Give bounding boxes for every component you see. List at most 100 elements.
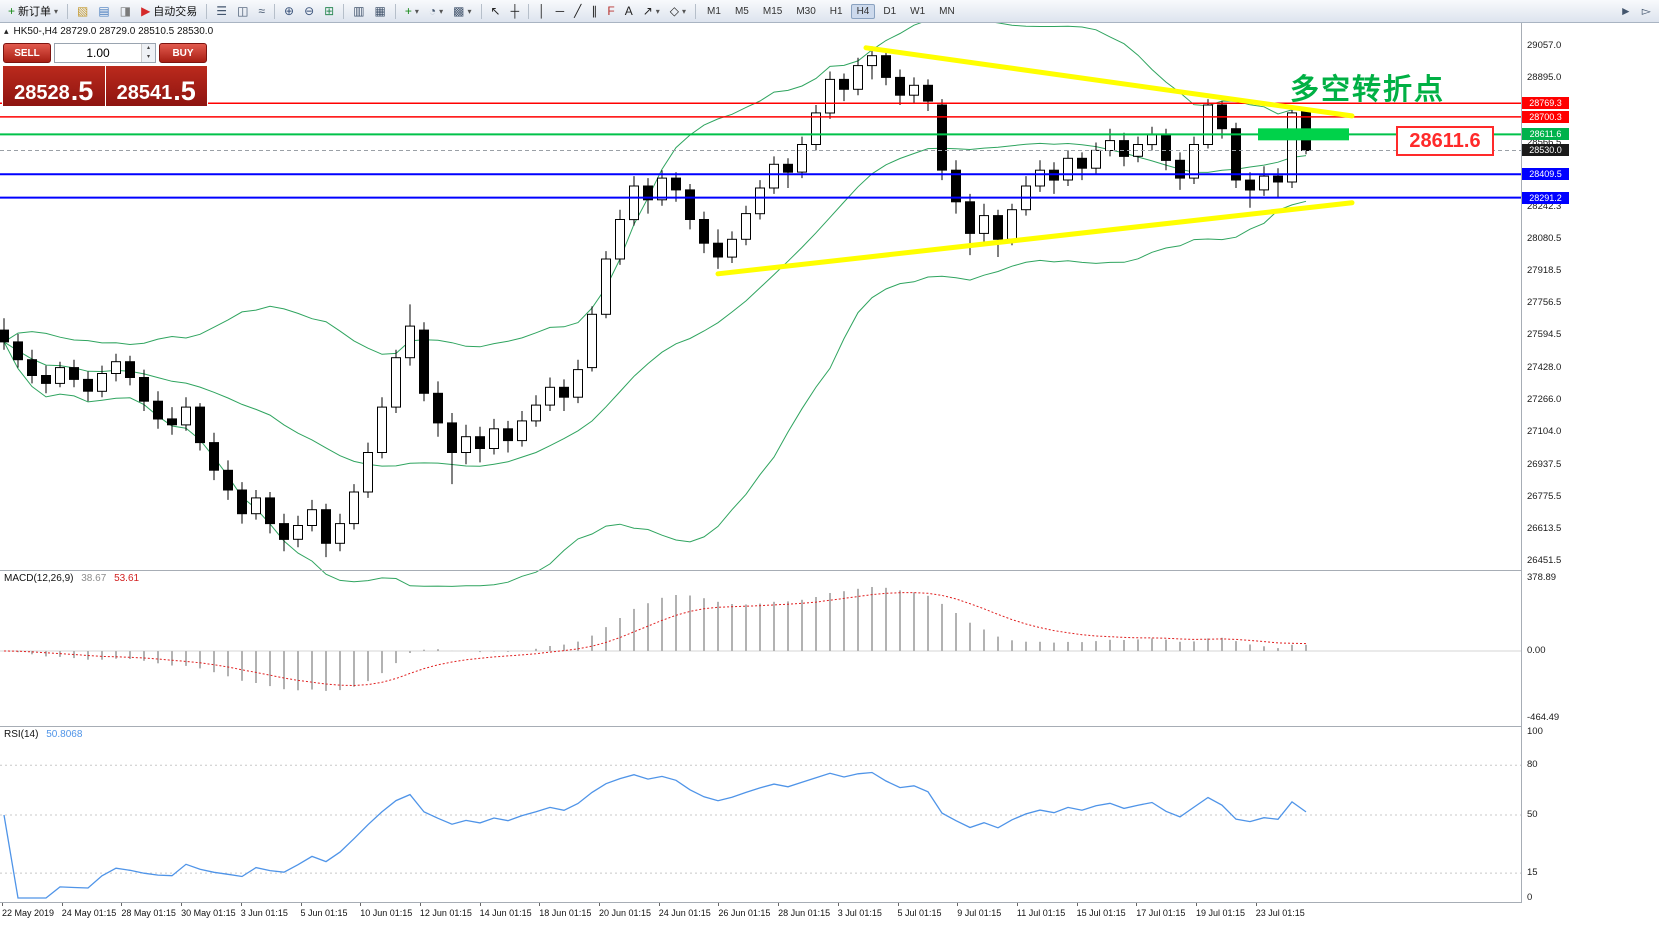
volume-down-icon[interactable]: ▾ <box>142 53 155 62</box>
price-axis[interactable]: 29057.0 28895.0 28566.5 28242.3 28080.5 27918… <box>1522 0 1659 948</box>
arrows-icon: ↗ <box>642 4 653 18</box>
profiles-icon: ▧ <box>77 4 89 18</box>
price-axis-label: 28566.5 <box>1527 137 1562 149</box>
tile-windows-icon[interactable]: ⊞ <box>320 1 338 21</box>
fibonacci-icon: F <box>607 4 615 18</box>
time-axis[interactable]: 22 May 2019 24 May 01:15 28 May 01:15 30 Ma… <box>0 903 1522 924</box>
channel-icon[interactable]: ∥ <box>587 1 601 21</box>
candlestick-chart-icon[interactable]: ◫ <box>233 1 252 21</box>
time-label: 17 Jul 01:15 <box>1136 908 1186 918</box>
tile-windows-icon: ⊞ <box>324 4 335 18</box>
bar-chart-icon[interactable]: ☰ <box>212 1 231 21</box>
sell-button[interactable]: SELL <box>3 43 51 63</box>
line-chart-icon[interactable]: ≈ <box>254 1 269 21</box>
cursor-icon: ↖ <box>490 4 501 18</box>
price-axis-label: 29057.0 <box>1527 40 1562 52</box>
time-label: 26 Jun 01:15 <box>718 908 771 918</box>
text-icon: A <box>624 4 633 18</box>
time-label: 18 Jun 01:15 <box>539 908 592 918</box>
data-window-icon[interactable]: ◨ <box>116 1 135 21</box>
shapes-icon[interactable]: ◇ ▾ <box>666 1 690 21</box>
price-tag[interactable]: 28700.3 <box>1522 110 1569 123</box>
period-selector-icon: ◔ <box>428 4 437 18</box>
volume-up-icon[interactable]: ▴ <box>142 44 155 53</box>
horizontal-line-icon[interactable]: ─ <box>552 1 569 21</box>
horizontal-line-icon: ─ <box>555 4 565 18</box>
add-indicator-icon: + <box>404 4 412 18</box>
profiles-icon[interactable]: ▧ <box>73 1 92 21</box>
crosshair-icon[interactable]: ┼ <box>507 1 524 21</box>
zoom-in-icon[interactable]: ⊕ <box>280 1 298 21</box>
volume-control: ▴ ▾ <box>54 43 156 63</box>
template-button-caret-icon: ▾ <box>467 6 472 16</box>
new-order-button[interactable]: + 新订单 ▾ <box>4 1 62 21</box>
volume-spinner: ▴ ▾ <box>141 44 155 62</box>
price-tag[interactable]: 28769.3 <box>1522 97 1569 110</box>
price-axis-label: 26451.5 <box>1527 554 1562 566</box>
shapes-icon-caret-icon: ▾ <box>682 6 687 16</box>
auto-trading-button[interactable]: ▶ 自动交易 <box>137 1 201 21</box>
timeframe-button-mn[interactable]: MN <box>939 5 955 17</box>
timeframe-button-h4[interactable]: H4 <box>850 3 876 19</box>
trendline-icon: ╱ <box>574 4 582 18</box>
arrows-icon[interactable]: ↗ ▾ <box>639 1 664 21</box>
time-tick <box>2 903 3 906</box>
price-tag[interactable]: 28611.6 <box>1522 128 1569 141</box>
cascade-windows-icon[interactable]: ▦ <box>371 1 390 21</box>
sell-price[interactable]: 28528 .5 <box>3 66 105 106</box>
zoom-out-icon[interactable]: ⊖ <box>300 1 318 21</box>
cursor-icon[interactable]: ↖ <box>487 1 505 21</box>
timeframe-button-m30[interactable]: M30 <box>796 5 816 17</box>
line-chart-icon: ≈ <box>258 4 265 18</box>
candlestick-chart-icon: ◫ <box>237 4 249 18</box>
macd-legend: MACD(12,26,9) 38.67 53.61 <box>4 573 139 584</box>
template-button[interactable]: ▩ ▾ <box>449 1 475 21</box>
time-label: 28 Jun 01:15 <box>778 908 831 918</box>
buy-price[interactable]: 28541 .5 <box>105 66 207 106</box>
timeframe-button-m1[interactable]: M1 <box>707 5 721 17</box>
period-selector-button[interactable]: ◔ ▾ <box>425 1 447 21</box>
autoscroll-button[interactable]: ► <box>1616 1 1636 21</box>
price-axis-label: 27756.5 <box>1527 297 1562 309</box>
market-watch-icon[interactable]: ▤ <box>94 1 113 21</box>
add-indicator-button-caret-icon: ▾ <box>414 6 419 16</box>
time-label: 24 Jun 01:15 <box>658 908 711 918</box>
timeframe-button-h1[interactable]: H1 <box>829 5 843 17</box>
time-tick <box>837 903 839 906</box>
trade-panel-prices: 28528 .5 28541 .5 <box>3 66 207 106</box>
add-indicator-button[interactable]: + ▾ <box>401 1 423 21</box>
trendline-icon[interactable]: ╱ <box>570 1 585 21</box>
toolbar-separator <box>528 3 530 19</box>
fibonacci-icon[interactable]: F <box>603 1 618 21</box>
time-tick <box>479 903 481 906</box>
arrange-windows-icon[interactable]: ▥ <box>349 1 368 21</box>
text-icon[interactable]: A <box>621 1 637 21</box>
timeframe-button-d1[interactable]: D1 <box>883 5 897 17</box>
rsi-axis-label: 50 <box>1527 809 1538 820</box>
price-axis-label: 28242.3 <box>1527 201 1562 213</box>
rsi-axis-label: 15 <box>1527 867 1538 879</box>
time-tick <box>121 903 123 906</box>
chart-shift-button[interactable]: ▻ <box>1638 1 1655 21</box>
time-tick <box>658 903 660 906</box>
sell-price-main: 28528 <box>14 82 70 104</box>
toolbar-separator <box>394 3 396 19</box>
volume-input[interactable] <box>55 44 141 62</box>
time-label: 19 Jul 01:15 <box>1196 908 1246 918</box>
timeframe-button-m15[interactable]: M15 <box>762 5 783 17</box>
toolbar-separator <box>343 3 345 19</box>
toolbar-separator <box>67 3 69 19</box>
price-axis-label: 27428.0 <box>1527 361 1562 373</box>
oneclick-collapse-icon[interactable]: ▴ <box>4 26 9 36</box>
vertical-line-icon[interactable]: │ <box>534 1 550 21</box>
timeframe-button-w1[interactable]: W1 <box>910 5 926 17</box>
buy-button[interactable]: BUY <box>159 43 207 63</box>
price-tag[interactable]: 28409.5 <box>1522 168 1569 181</box>
chart-shift-icon: ▻ <box>1641 4 1651 18</box>
price-tag[interactable]: 28530.0 <box>1522 144 1569 157</box>
price-axis-label: 27104.0 <box>1527 425 1562 437</box>
timeframe-button-m5[interactable]: M5 <box>734 5 749 17</box>
price-axis-label: 28080.5 <box>1527 233 1562 245</box>
price-tag[interactable]: 28291.2 <box>1522 191 1569 204</box>
